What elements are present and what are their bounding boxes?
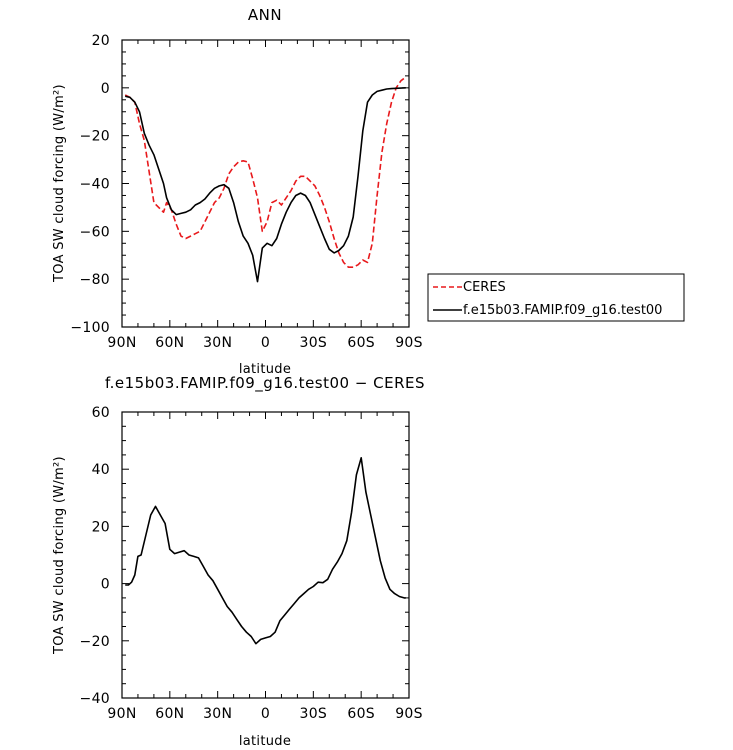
top-chart-title: ANN [248,6,282,24]
bottom-x-tick-label: 90N [107,706,136,722]
top-x-tick-label: 90S [395,335,423,351]
top-x-tick-label: 90N [107,335,136,351]
bottom-x-tick-label: 30S [300,706,328,722]
top-x-tick-label: 60N [155,335,184,351]
legend-label-ceres: CERES [463,280,506,295]
bottom-x-tick-label: 0 [261,706,270,722]
bottom-y-tick-label: 60 [92,405,110,421]
top-y-tick-label: −80 [80,272,110,288]
top-x-tick-label: 60S [347,335,375,351]
bottom-y-tick-label: 40 [92,462,110,478]
bottom-panel: f.e15b03.FAMIP.f09_g16.test00 − CERES la… [52,374,425,749]
bottom-chart-title: f.e15b03.FAMIP.f09_g16.test00 − CERES [105,374,425,393]
top-y-tick-label: −60 [80,224,110,240]
bottom-y-tick-label: 20 [92,519,110,535]
top-y-tick-label: 0 [101,81,110,97]
legend-label-model: f.e15b03.FAMIP.f09_g16.test00 [463,303,662,318]
top-y-tick-label: −20 [80,129,110,145]
top-y-tick-label: −40 [80,177,110,193]
top-x-tick-label: 0 [261,335,270,351]
bottom-x-tick-label: 60S [347,706,375,722]
bottom-y-tick-label: −40 [80,691,110,707]
bottom-y-tick-label: −20 [80,634,110,650]
top-y-axis-label: TOA SW cloud forcing (W/m²) [52,84,67,283]
top-x-tick-label: 30N [203,335,232,351]
legend-box [427,273,685,322]
top-series-line-1 [125,87,406,283]
bottom-x-tick-label: 30N [203,706,232,722]
top-x-axis-label: latitude [239,362,291,377]
bottom-plot-frame [121,411,410,699]
top-x-tick-label: 30S [300,335,328,351]
top-plot-frame [121,39,410,328]
bottom-x-tick-label: 60N [155,706,184,722]
legend: CERES f.e15b03.FAMIP.f09_g16.test00 [427,273,685,322]
top-series-line-0 [124,76,407,269]
bottom-y-tick-label: 0 [101,577,110,593]
bottom-series-line-0 [125,456,406,645]
top-y-tick-label: 20 [92,33,110,49]
top-panel: ANN latitude TOA SW cloud forcing (W/m²)… [52,6,423,377]
top-y-tick-label: −100 [70,320,110,336]
bottom-x-axis-label: latitude [239,734,291,749]
bottom-x-tick-label: 90S [395,706,423,722]
bottom-y-axis-label: TOA SW cloud forcing (W/m²) [52,456,67,655]
